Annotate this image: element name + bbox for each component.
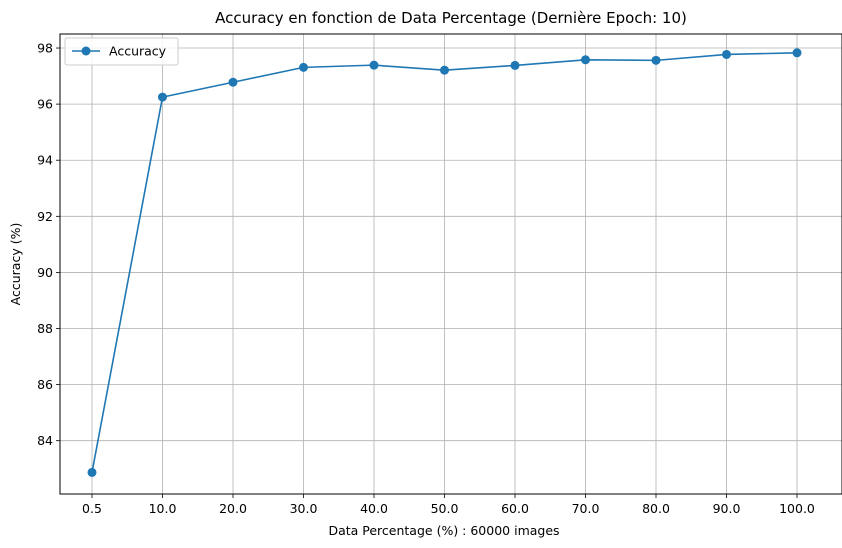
x-tick-label: 10.0: [149, 501, 177, 516]
x-tick-label: 70.0: [572, 501, 600, 516]
legend-marker-swatch: [81, 46, 91, 56]
series-layer: [87, 48, 802, 477]
x-tick-label: 80.0: [642, 501, 670, 516]
legend: Accuracy: [64, 37, 179, 66]
y-tick-label: 96: [37, 97, 53, 112]
y-tick-label: 98: [37, 41, 53, 56]
x-tick-label: 0.5: [82, 501, 102, 516]
data-point: [299, 62, 308, 72]
x-tick-label: 60.0: [501, 501, 529, 516]
data-point: [722, 49, 731, 59]
data-point: [369, 60, 379, 70]
data-point: [440, 65, 449, 75]
y-axis-label: Accuracy (%): [8, 223, 23, 306]
data-point: [581, 55, 590, 65]
data-point: [87, 467, 97, 477]
legend-label: Accuracy: [109, 44, 167, 59]
plot-frame: [59, 33, 842, 495]
data-point: [510, 60, 520, 70]
y-tick-label: 86: [37, 377, 53, 392]
data-point: [158, 92, 167, 102]
legend-box: [64, 37, 179, 66]
grid-lines: [60, 34, 842, 494]
y-tick-label: 90: [37, 265, 53, 280]
y-tick-label: 84: [37, 433, 53, 448]
x-tick-label: 40.0: [360, 501, 388, 516]
y-tick-label: 88: [37, 321, 53, 336]
y-tick-label: 92: [37, 209, 53, 224]
x-tick-label: 20.0: [219, 501, 247, 516]
data-point: [651, 55, 661, 65]
x-tick-label: 100.0: [779, 501, 815, 516]
y-tick-label: 94: [37, 153, 53, 168]
x-tick-label: 90.0: [713, 501, 741, 516]
x-tick-label: 30.0: [290, 501, 318, 516]
data-point: [792, 48, 802, 58]
chart-title: Accuracy en fonction de Data Percentage …: [215, 9, 687, 27]
axis-ticks: 0.5 10.0 20.0 30.0 40.0 50.0 60.0 70.0 80.0 90.0 1…: [37, 41, 815, 516]
x-tick-label: 50.0: [431, 501, 459, 516]
data-point: [228, 77, 238, 87]
x-axis-label: Data Percentage (%) : 60000 images: [328, 523, 559, 538]
